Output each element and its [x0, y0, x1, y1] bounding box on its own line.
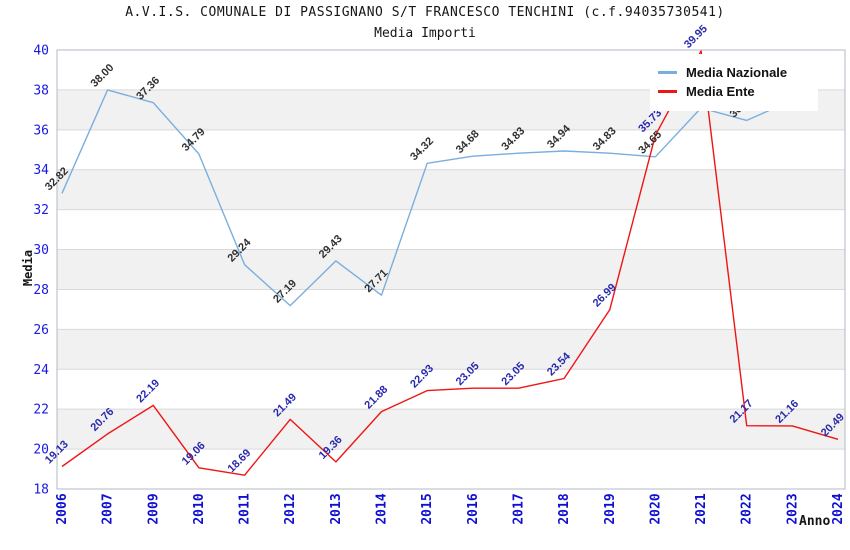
data-label-media-nazionale: 34.68: [454, 128, 482, 156]
data-label-media-nazionale: 34.32: [408, 135, 436, 163]
y-axis-tick: 20: [33, 443, 49, 458]
media-nazionale-line-swatch-icon: [658, 71, 677, 74]
y-axis-tick: 26: [33, 323, 49, 338]
series-line-media-ente: [61, 50, 839, 476]
data-label-media-ente: 39.95: [682, 23, 710, 51]
y-axis-tick: 36: [33, 123, 49, 138]
x-axis-tick: 2024: [831, 493, 846, 524]
legend-item-media-ente: Media Ente: [658, 84, 812, 99]
plot-border: [56, 49, 846, 490]
data-label-media-ente: 22.19: [134, 377, 162, 405]
x-axis-tick: 2015: [420, 493, 435, 524]
x-axis-tick: 2007: [101, 493, 116, 524]
y-axis-tick: 28: [33, 283, 49, 298]
x-axis-tick: 2021: [694, 493, 709, 524]
y-axis-tick: 38: [33, 83, 49, 98]
y-axis-tick: 18: [33, 483, 49, 498]
legend-item-media-nazionale: Media Nazionale: [658, 65, 812, 80]
x-axis-tick: 2006: [55, 493, 70, 524]
chart-legend: Media Nazionale Media Ente: [650, 54, 818, 111]
plot-band: [57, 169, 845, 210]
x-axis-tick: 2017: [511, 493, 526, 524]
chart-title: A.V.I.S. COMUNALE DI PASSIGNANO S/T FRAN…: [125, 5, 725, 20]
y-axis-tick: 40: [33, 44, 49, 59]
y-axis-tick: 24: [33, 363, 49, 378]
plot-band: [57, 409, 845, 450]
x-axis-tick: 2018: [557, 493, 572, 524]
media-ente-line-swatch-icon: [658, 90, 677, 93]
legend-label: Media Ente: [686, 84, 755, 99]
x-axis-title: Anno: [799, 514, 831, 529]
x-axis-tick: 2013: [329, 493, 344, 524]
x-axis-tick: 2020: [648, 493, 663, 524]
x-axis-tick: 2023: [785, 493, 800, 524]
y-axis-tick: 30: [33, 243, 49, 258]
x-axis-tick: 2009: [146, 493, 161, 524]
plot-band: [57, 329, 845, 370]
data-label-media-ente: 21.88: [362, 384, 390, 412]
series-line-media-nazionale: [61, 89, 793, 307]
legend-label: Media Nazionale: [686, 65, 788, 80]
y-axis-tick: 34: [33, 163, 49, 178]
chart-subtitle: Media Importi: [374, 26, 476, 41]
x-axis-tick: 2010: [192, 493, 207, 524]
y-axis-tick: 22: [33, 403, 49, 418]
y-axis-tick: 32: [33, 203, 49, 218]
x-axis-tick: 2016: [466, 493, 481, 524]
plot-band: [57, 249, 845, 290]
x-axis-tick: 2012: [283, 493, 298, 524]
data-label-media-nazionale: 38.00: [89, 62, 117, 90]
x-axis-tick: 2019: [603, 493, 618, 524]
x-axis-tick: 2011: [238, 493, 253, 524]
x-axis-tick: 2022: [740, 493, 755, 524]
x-axis-tick: 2014: [375, 493, 390, 524]
data-label-media-ente: 18.69: [226, 447, 254, 475]
